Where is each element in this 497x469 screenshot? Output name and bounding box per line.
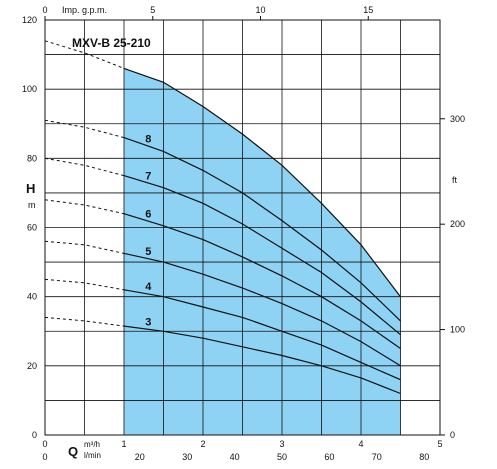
x-tick-label-m3h: 3 <box>279 439 284 449</box>
x-tick-label-lmin: 20 <box>135 452 145 462</box>
y-tick-label: 120 <box>22 15 37 25</box>
x-tick-label-m3h: 4 <box>358 439 363 449</box>
pump-curve-6 <box>123 213 401 349</box>
series-label-8: 8 <box>145 133 151 145</box>
y-axis-label-small: m <box>28 200 36 210</box>
limit-curve <box>123 67 401 298</box>
x-tick-label-lmin: 70 <box>372 452 382 462</box>
y-tick-label: 20 <box>27 361 37 371</box>
x-tick-label-lmin: 50 <box>277 452 287 462</box>
y-tick-label: 100 <box>22 84 37 94</box>
pump-curve-4 <box>123 289 401 381</box>
top-tick-label: 5 <box>150 5 155 15</box>
y-tick-label: 40 <box>27 292 37 302</box>
right-axis-label: ft <box>452 175 458 185</box>
x-tick-label-lmin: 30 <box>182 452 192 462</box>
series-label-3: 3 <box>145 316 151 328</box>
top-axis-label: Imp. g.p.m. <box>62 5 107 15</box>
x-tick-label-m3h: 0 <box>42 439 47 449</box>
x-tick-label-lmin: 80 <box>419 452 429 462</box>
pump-curve-5-dashed <box>44 240 125 254</box>
x-tick-label-lmin: 40 <box>230 452 240 462</box>
series-label-5: 5 <box>145 246 151 258</box>
pump-curve-4-dashed <box>44 278 125 291</box>
x-axis-label-lmin: l/min <box>84 451 101 460</box>
x-tick-label-lmin: 60 <box>324 452 334 462</box>
x-axis-label-m3h: m³/h <box>84 440 100 449</box>
top-tick-label: 15 <box>363 5 373 15</box>
pump-curve-6-dashed <box>44 199 125 215</box>
pump-curve-3 <box>123 325 401 395</box>
y-tick-label: 0 <box>32 430 37 440</box>
x-tick-label-m3h: 2 <box>200 439 205 449</box>
series-label-4: 4 <box>145 281 152 293</box>
pump-curve-limit-dashed <box>44 40 125 69</box>
chart-title: MXV-B 25-210 <box>72 36 151 50</box>
pump-curve-7-dashed <box>44 157 125 177</box>
pump-curve-8 <box>123 137 401 322</box>
right-tick-label: 300 <box>450 114 465 124</box>
x-tick-label-m3h: 1 <box>121 439 126 449</box>
top-tick-label: 0 <box>42 5 47 15</box>
pump-curve-3-dashed <box>44 316 125 327</box>
x-axis-label-big: Q <box>68 444 78 459</box>
series-label-6: 6 <box>145 208 151 220</box>
pump-curve-5 <box>123 252 401 367</box>
series-label-7: 7 <box>145 170 151 182</box>
pump-curve-8-dashed <box>44 119 125 139</box>
pump-curve-7 <box>123 175 401 336</box>
y-axis-label-big: H <box>26 181 35 196</box>
operating-range-area <box>124 68 401 436</box>
y-tick-label: 60 <box>27 223 37 233</box>
x-tick-label-lmin: 0 <box>42 452 47 462</box>
top-tick-label: 10 <box>256 5 266 15</box>
plot-frame <box>44 19 441 436</box>
right-tick-label: 0 <box>450 430 455 440</box>
right-tick-label: 100 <box>450 325 465 335</box>
x-tick-label-m3h: 5 <box>437 439 442 449</box>
y-tick-label: 80 <box>27 153 37 163</box>
right-tick-label: 200 <box>450 219 465 229</box>
